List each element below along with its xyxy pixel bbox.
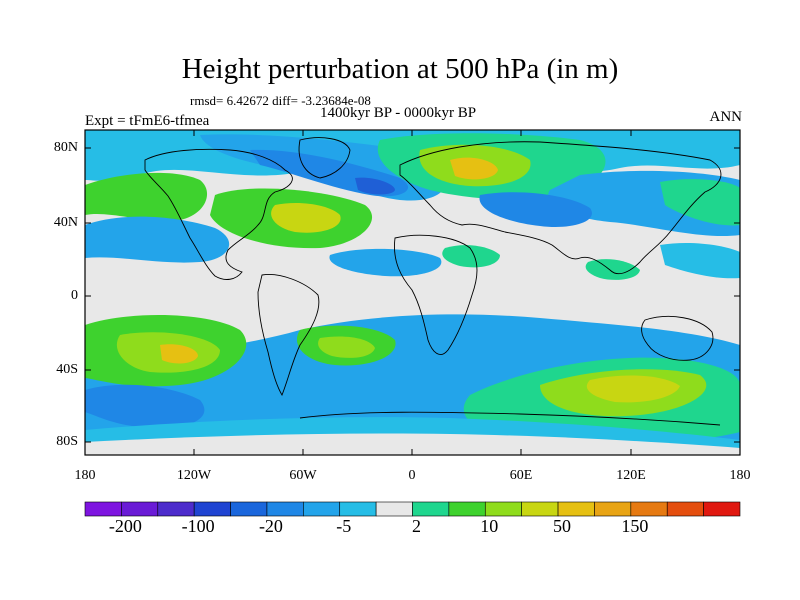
colorbar-label: -20	[258, 516, 283, 536]
coast-north-america	[144, 148, 293, 280]
region-africa-green	[442, 245, 500, 268]
field-contours	[85, 130, 740, 455]
region-arctic-strong	[355, 177, 395, 195]
colorbar-swatch	[594, 501, 632, 517]
colorbar-swatch	[521, 501, 559, 517]
coast-south-america	[257, 274, 320, 397]
colorbar-swatch	[375, 501, 413, 517]
region-west-pacific-blue	[660, 242, 740, 279]
colorbar-swatch	[84, 501, 122, 517]
colorbar-label: -5	[336, 516, 352, 536]
region-north-pacific-green	[85, 172, 208, 222]
region-southern-ocean-peak	[586, 375, 680, 403]
region-indian-green	[585, 259, 640, 280]
lat-label: 0	[71, 288, 78, 303]
axis-ticks	[84, 130, 741, 455]
lat-label: 40S	[56, 362, 78, 377]
coast-greenland	[298, 137, 351, 179]
colorbar-swatch	[193, 501, 231, 517]
colorbar-swatch	[266, 501, 304, 517]
colorbar	[84, 501, 741, 517]
lon-label: 120E	[616, 468, 646, 483]
colorbar-swatch	[557, 501, 595, 517]
coast-europe-asia	[399, 141, 722, 275]
region-east-pacific-blue	[85, 216, 230, 263]
colorbar-swatch	[157, 501, 195, 517]
region-eurasia-peak	[450, 157, 498, 180]
region-north-atlantic-yellow	[271, 203, 341, 233]
colorbar-label: 2	[412, 516, 421, 536]
lon-label: 180	[729, 468, 751, 483]
colorbar-label: -100	[181, 516, 215, 536]
stats-text: rmsd= 6.42672 diff= -3.23684e-08	[190, 93, 371, 108]
colorbar-swatch	[339, 501, 377, 517]
coast-africa	[394, 234, 478, 355]
region-south-pacific-peak	[160, 344, 198, 364]
colorbar-swatch	[121, 501, 159, 517]
lon-label: 60E	[509, 468, 533, 483]
colorbar-swatch	[303, 501, 341, 517]
region-south-atlantic-yellow	[318, 336, 375, 358]
region-south-pacific-midblue	[85, 384, 205, 429]
coastlines	[144, 137, 722, 426]
colorbar-label: 150	[621, 516, 649, 536]
coast-australia	[641, 315, 714, 361]
colorbar-swatch	[666, 501, 704, 517]
experiment-label: Expt = tFmE6-tfmea	[85, 113, 210, 129]
region-mid-atlantic-blue	[329, 248, 442, 277]
lat-label: 80N	[53, 140, 78, 155]
lat-label: 40N	[53, 215, 78, 230]
colorbar-swatch	[703, 501, 741, 517]
lon-label: 0	[408, 468, 416, 483]
colorbar-swatch	[412, 501, 450, 517]
coast-antarctica	[299, 411, 721, 426]
region-antarctic-neutral	[85, 433, 740, 455]
lon-label: 180	[74, 468, 96, 483]
lon-label: 120W	[176, 468, 212, 483]
season-label: ANN	[709, 109, 743, 125]
lat-label: 80S	[56, 434, 78, 449]
colorbar-swatch	[630, 501, 668, 517]
colorbar-label: 10	[480, 516, 499, 536]
colorbar-swatch	[484, 501, 522, 517]
colorbar-swatch	[448, 501, 486, 517]
colorbar-label: 50	[553, 516, 572, 536]
lon-label: 60W	[289, 468, 317, 483]
region-far-east-green	[660, 179, 740, 226]
period-text: 1400kyr BP - 0000kyr BP	[320, 105, 477, 121]
chart-title: Height perturbation at 500 hPa (in m)	[181, 53, 619, 85]
colorbar-label: -200	[108, 516, 142, 536]
region-central-asia-mid	[479, 192, 592, 228]
colorbar-swatch	[230, 501, 268, 517]
